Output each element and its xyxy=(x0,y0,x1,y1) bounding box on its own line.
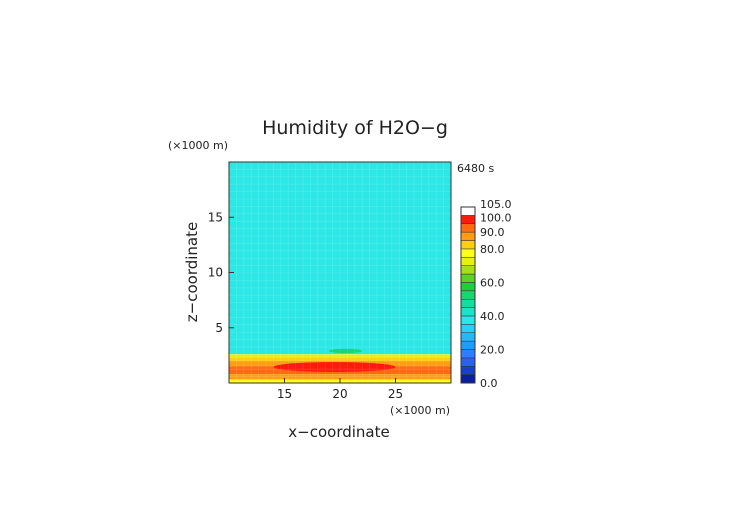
colorbar-band-19 xyxy=(460,215,476,225)
chart-title: Humidity of H2O−g xyxy=(262,117,448,139)
colorbar-band-20 xyxy=(460,206,476,216)
humidity-layer-5 xyxy=(229,374,451,380)
colorbar-band-12 xyxy=(460,273,476,283)
colorbar-band-14 xyxy=(460,257,476,266)
colorbar-band-17 xyxy=(460,231,476,241)
colorbar-label: 20.0 xyxy=(480,343,505,356)
x-tick-label: 15 xyxy=(277,387,292,401)
colorbar-band-1 xyxy=(460,365,476,375)
humidity-core-1 xyxy=(328,348,363,354)
x-tick-label: 20 xyxy=(332,387,347,401)
colorbar-band-2 xyxy=(460,357,476,367)
colorbar-label: 90.0 xyxy=(480,226,505,239)
humidity-layer-0 xyxy=(229,162,451,355)
x-tick-label: 25 xyxy=(388,387,403,401)
y-tick-label: 15 xyxy=(208,210,223,224)
colorbar-label: 100.0 xyxy=(480,211,512,224)
humidity-layer-1 xyxy=(229,354,451,358)
y-unit-label: (×1000 m) xyxy=(168,139,228,152)
x-axis-label: x−coordinate xyxy=(288,423,389,441)
colorbar-band-4 xyxy=(460,340,476,350)
colorbar-label: 60.0 xyxy=(480,276,505,289)
y-axis-label: z−coordinate xyxy=(183,222,201,322)
colorbar-band-13 xyxy=(460,265,476,275)
plot-area xyxy=(228,161,452,383)
colorbar-label: 40.0 xyxy=(480,310,505,323)
colorbar-band-15 xyxy=(460,248,476,258)
colorbar-band-18 xyxy=(460,223,476,233)
humidity-core-0 xyxy=(273,362,396,372)
colorbar-band-11 xyxy=(460,282,476,292)
colorbar-band-9 xyxy=(460,298,476,308)
colorbar-band-7 xyxy=(460,315,476,325)
colorbar-band-10 xyxy=(460,290,476,300)
colorbar-band-5 xyxy=(460,332,476,342)
x-tick-labels: 15 20 25 xyxy=(277,378,403,401)
colorbar-band-16 xyxy=(460,240,476,250)
colorbar-band-6 xyxy=(460,324,476,333)
time-label: 6480 s xyxy=(457,162,494,175)
y-tick-label: 5 xyxy=(215,321,223,335)
colorbar-band-3 xyxy=(460,349,476,359)
colorbar xyxy=(460,206,476,384)
humidity-layer-2 xyxy=(229,357,451,361)
colorbar-band-0 xyxy=(460,374,476,384)
colorbar-band-8 xyxy=(460,307,476,317)
colorbar-label: 0.0 xyxy=(480,377,498,390)
x-unit-label: (×1000 m) xyxy=(390,404,450,417)
y-tick-labels: 5 10 15 xyxy=(208,210,234,335)
colorbar-frame xyxy=(460,206,476,384)
colorbar-label: 105.0 xyxy=(480,198,512,211)
y-tick-label: 10 xyxy=(208,266,223,280)
colorbar-label: 80.0 xyxy=(480,243,505,256)
